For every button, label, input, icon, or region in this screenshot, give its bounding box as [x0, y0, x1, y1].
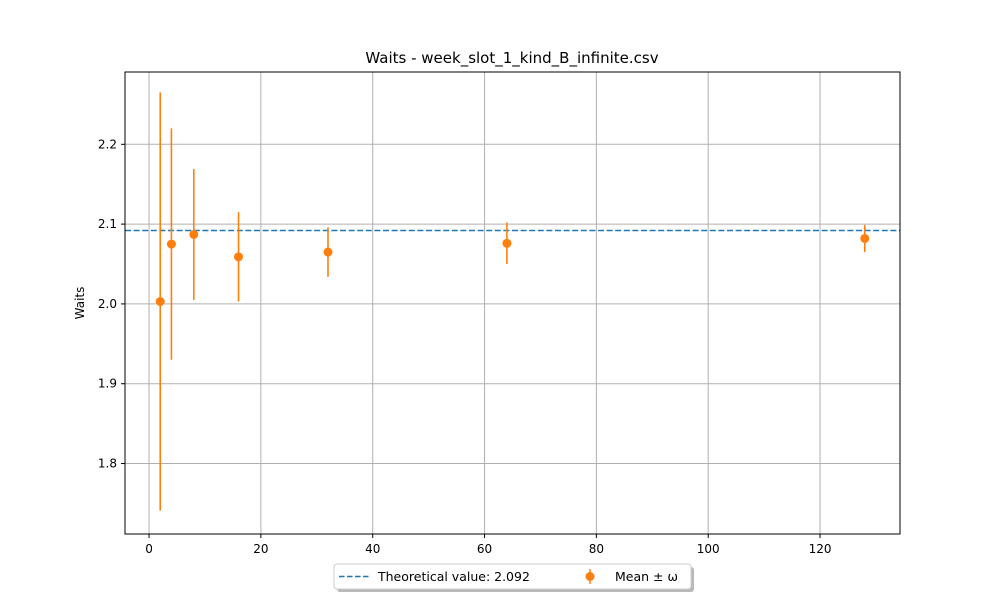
x-tick-label: 80 [589, 542, 604, 556]
data-point [323, 247, 333, 257]
y-tick-label: 2.0 [98, 297, 117, 311]
legend-label-series: Mean ± ω [615, 569, 678, 584]
x-tick-label: 40 [365, 542, 380, 556]
data-point [155, 297, 165, 307]
chart-title: Waits - week_slot_1_kind_B_infinite.csv [365, 49, 658, 68]
y-tick-label: 1.9 [98, 377, 117, 391]
y-tick-label: 2.2 [98, 137, 117, 151]
data-point [502, 238, 512, 248]
data-layer [155, 92, 870, 511]
data-point [860, 233, 870, 243]
y-axis-label: Waits [73, 287, 87, 320]
legend-box [333, 563, 692, 590]
x-tick-label: 60 [477, 542, 492, 556]
legend: Theoretical value: 2.092 Mean ± ω [333, 563, 694, 592]
legend-label-reference: Theoretical value: 2.092 [377, 569, 530, 584]
legend-point-marker [585, 572, 595, 581]
x-tick-label: 120 [809, 542, 832, 556]
y-tick-label: 1.8 [98, 457, 117, 471]
x-tick-label: 20 [253, 542, 268, 556]
y-tick-label: 2.1 [98, 217, 117, 231]
data-point [166, 239, 176, 249]
grid [125, 72, 900, 534]
x-tick-label: 100 [697, 542, 720, 556]
x-tick-label: 0 [145, 542, 153, 556]
data-point [189, 229, 199, 239]
data-point [234, 252, 244, 262]
plot-area-frame [124, 71, 901, 535]
tick-layer: 0 20 40 60 80 100 120 1.8 1.9 2.0 2.1 2.2 [98, 137, 832, 556]
